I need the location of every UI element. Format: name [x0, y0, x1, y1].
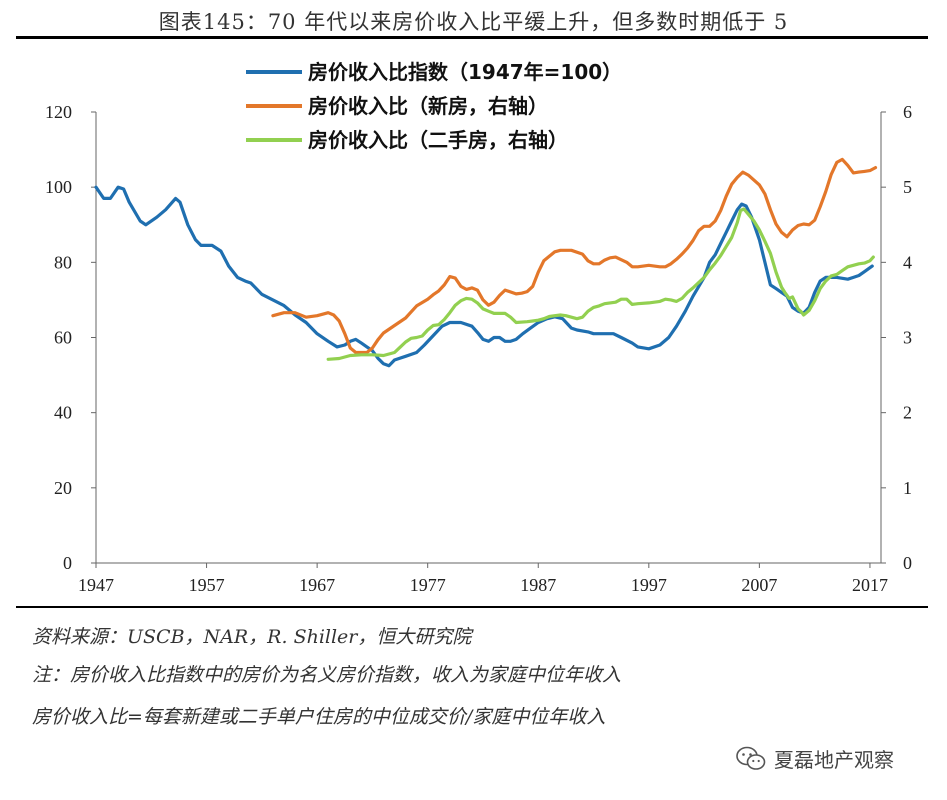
y-right-tick-label: 6 — [903, 102, 912, 122]
legend-label-3: 房价收入比（二手房，右轴） — [308, 128, 568, 152]
y-left-tick-label: 40 — [54, 403, 72, 423]
series-line-3 — [326, 207, 875, 361]
y-left-tick-label: 80 — [54, 252, 72, 272]
y-left-tick-label: 60 — [54, 328, 72, 348]
x-tick-label: 2007 — [741, 575, 777, 595]
x-tick-label: 1997 — [631, 575, 667, 595]
y-right-tick-label: 3 — [903, 328, 912, 348]
x-tick-label: 1947 — [78, 575, 114, 595]
footnote-2: 房价收入比=每套新建或二手单户住房的中位成交价/家庭中位年收入 — [32, 706, 606, 728]
y-right-tick-label: 5 — [903, 177, 912, 197]
chart-lines — [94, 157, 878, 368]
y-right-tick-label: 2 — [903, 403, 912, 423]
legend-label-2: 房价收入比（新房，右轴） — [308, 94, 548, 118]
legend-label-1: 房价收入比指数（1947年=100） — [308, 60, 622, 84]
chart-legend: 房价收入比指数（1947年=100） 房价收入比（新房，右轴） 房价收入比（二手房，… — [246, 60, 622, 152]
series-line-2 — [271, 157, 878, 355]
line-chart: 0 20 40 60 80 100 120 0 1 2 3 4 5 6 1947 1957 1967 1977 19… — [45, 60, 912, 595]
series-line-1 — [94, 185, 874, 368]
bottom-rule — [16, 606, 928, 608]
watermark: 夏磊地产观察 — [736, 744, 894, 773]
top-rule — [16, 36, 928, 39]
y-left-tick-label: 0 — [63, 553, 72, 573]
x-tick-label: 1987 — [520, 575, 556, 595]
x-tick-label: 1967 — [299, 575, 335, 595]
watermark-text: 夏磊地产观察 — [774, 748, 894, 772]
y-right-tick-label: 0 — [903, 553, 912, 573]
y-left-tick-label: 100 — [45, 177, 72, 197]
y-left-tick-label: 120 — [45, 102, 72, 122]
footnote-1: 注：房价收入比指数中的房价为名义房价指数，收入为家庭中位年收入 — [32, 664, 622, 686]
source-note: 资料来源：USCB，NAR，R. Shiller，恒大研究院 — [32, 626, 472, 648]
x-tick-label: 1977 — [410, 575, 446, 595]
y-right-tick-label: 4 — [903, 252, 912, 272]
chart-axes: 0 20 40 60 80 100 120 0 1 2 3 4 5 6 1947 1957 1967 1977 19… — [45, 102, 912, 595]
chart-title: 图表145：70 年代以来房价收入比平缓上升，但多数时期低于 5 — [158, 10, 789, 34]
y-right-tick-label: 1 — [903, 478, 912, 498]
wechat-icon — [736, 746, 766, 770]
x-tick-label: 2017 — [852, 575, 888, 595]
y-left-tick-label: 20 — [54, 478, 72, 498]
x-tick-label: 1957 — [189, 575, 225, 595]
